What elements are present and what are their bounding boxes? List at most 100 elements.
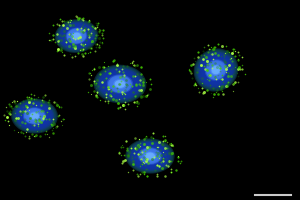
Ellipse shape <box>28 111 41 121</box>
Ellipse shape <box>214 68 218 72</box>
Ellipse shape <box>69 30 84 42</box>
Ellipse shape <box>24 108 45 124</box>
Ellipse shape <box>98 68 142 100</box>
Ellipse shape <box>207 61 225 79</box>
Ellipse shape <box>133 144 167 168</box>
Ellipse shape <box>131 143 169 169</box>
Ellipse shape <box>67 28 86 44</box>
Ellipse shape <box>12 99 57 133</box>
Ellipse shape <box>66 28 87 44</box>
Ellipse shape <box>73 33 80 39</box>
Ellipse shape <box>198 53 234 87</box>
Ellipse shape <box>103 71 137 97</box>
Ellipse shape <box>146 153 154 159</box>
Ellipse shape <box>62 25 91 47</box>
Ellipse shape <box>134 145 166 167</box>
Ellipse shape <box>139 148 161 164</box>
Ellipse shape <box>24 108 45 124</box>
Ellipse shape <box>112 78 128 90</box>
Ellipse shape <box>101 70 139 98</box>
Ellipse shape <box>33 115 36 117</box>
Ellipse shape <box>64 27 88 45</box>
Ellipse shape <box>18 104 51 128</box>
Ellipse shape <box>60 23 93 49</box>
Ellipse shape <box>70 31 83 41</box>
Ellipse shape <box>14 100 56 132</box>
Ellipse shape <box>129 141 171 171</box>
Ellipse shape <box>141 150 159 162</box>
Ellipse shape <box>200 55 232 85</box>
Ellipse shape <box>149 155 151 157</box>
Ellipse shape <box>127 139 173 173</box>
Ellipse shape <box>212 66 220 74</box>
Ellipse shape <box>19 105 50 127</box>
Ellipse shape <box>30 112 39 120</box>
Ellipse shape <box>145 152 155 160</box>
Ellipse shape <box>61 24 92 48</box>
Ellipse shape <box>108 75 132 93</box>
Ellipse shape <box>139 148 161 164</box>
Ellipse shape <box>206 60 226 80</box>
Ellipse shape <box>145 152 155 160</box>
Ellipse shape <box>105 73 135 95</box>
Ellipse shape <box>110 76 130 92</box>
Ellipse shape <box>74 34 79 38</box>
Ellipse shape <box>17 103 52 129</box>
Ellipse shape <box>215 69 217 71</box>
Ellipse shape <box>205 59 227 81</box>
Ellipse shape <box>111 77 129 91</box>
Ellipse shape <box>32 114 37 118</box>
Ellipse shape <box>115 80 125 88</box>
Ellipse shape <box>195 50 237 90</box>
Ellipse shape <box>144 152 156 160</box>
Ellipse shape <box>202 56 230 84</box>
Ellipse shape <box>26 110 43 122</box>
Ellipse shape <box>130 142 170 170</box>
Ellipse shape <box>96 67 144 101</box>
Ellipse shape <box>100 69 140 99</box>
Ellipse shape <box>197 52 235 88</box>
Ellipse shape <box>75 35 78 37</box>
Ellipse shape <box>94 65 146 103</box>
Ellipse shape <box>95 66 145 102</box>
Ellipse shape <box>16 102 53 130</box>
Ellipse shape <box>119 83 121 85</box>
Ellipse shape <box>23 107 46 125</box>
Ellipse shape <box>28 112 40 120</box>
Ellipse shape <box>116 81 124 87</box>
Ellipse shape <box>15 101 54 131</box>
Ellipse shape <box>213 67 219 73</box>
Ellipse shape <box>58 22 95 50</box>
Ellipse shape <box>64 26 89 46</box>
Ellipse shape <box>208 62 224 78</box>
Ellipse shape <box>128 140 172 172</box>
Ellipse shape <box>31 113 38 119</box>
Ellipse shape <box>67 28 86 44</box>
Ellipse shape <box>59 22 94 50</box>
Ellipse shape <box>196 51 236 89</box>
Ellipse shape <box>25 109 44 123</box>
Ellipse shape <box>107 74 133 94</box>
Ellipse shape <box>202 57 230 83</box>
Ellipse shape <box>56 20 97 52</box>
Ellipse shape <box>142 151 158 161</box>
Ellipse shape <box>125 138 175 174</box>
Ellipse shape <box>115 80 125 88</box>
Ellipse shape <box>68 29 85 43</box>
Ellipse shape <box>209 64 223 76</box>
Ellipse shape <box>72 33 81 39</box>
Ellipse shape <box>108 75 132 93</box>
Ellipse shape <box>113 79 127 89</box>
Ellipse shape <box>117 82 123 86</box>
Ellipse shape <box>104 72 136 96</box>
Ellipse shape <box>204 58 228 82</box>
Ellipse shape <box>20 105 49 127</box>
Ellipse shape <box>138 147 162 165</box>
Ellipse shape <box>140 149 160 163</box>
Ellipse shape <box>71 32 82 40</box>
Ellipse shape <box>11 98 58 134</box>
Ellipse shape <box>30 112 39 120</box>
Ellipse shape <box>206 60 226 80</box>
Ellipse shape <box>199 54 233 86</box>
Ellipse shape <box>136 146 164 166</box>
